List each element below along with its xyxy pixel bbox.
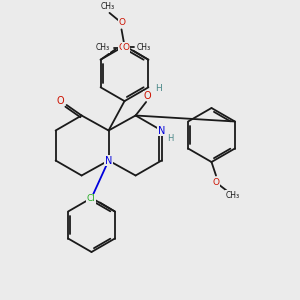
- Text: CH₃: CH₃: [137, 43, 151, 52]
- Text: O: O: [56, 95, 64, 106]
- Text: O: O: [212, 178, 220, 187]
- Text: CH₃: CH₃: [225, 190, 240, 200]
- Text: O: O: [119, 43, 126, 52]
- Text: N: N: [105, 155, 112, 166]
- Text: H: H: [155, 84, 161, 93]
- Text: O: O: [143, 91, 151, 101]
- Text: O: O: [122, 43, 129, 52]
- Text: N: N: [158, 125, 165, 136]
- Text: O: O: [118, 18, 125, 27]
- Text: Cl: Cl: [86, 194, 95, 203]
- Text: CH₃: CH₃: [101, 2, 115, 11]
- Text: H: H: [167, 134, 173, 143]
- Text: CH₃: CH₃: [96, 43, 110, 52]
